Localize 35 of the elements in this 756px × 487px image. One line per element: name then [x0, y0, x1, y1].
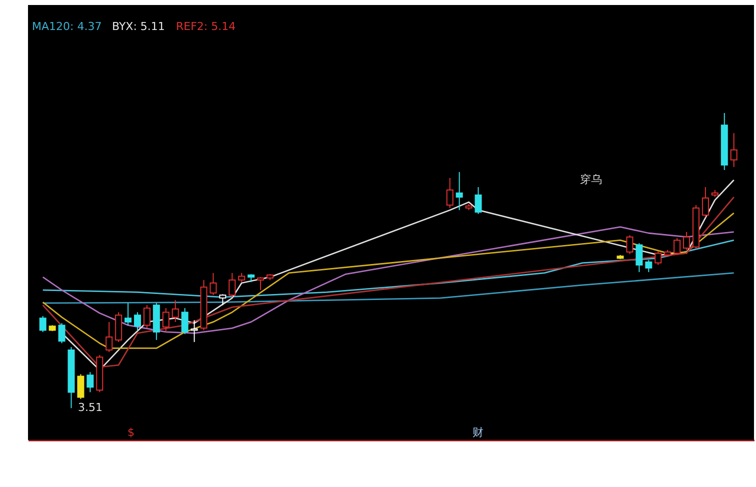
candlestick: [474, 186, 482, 214]
candlestick: [456, 172, 463, 211]
candlestick: [257, 276, 264, 291]
candlestick: [77, 374, 84, 400]
candlestick: [210, 272, 217, 296]
text: $: [128, 426, 134, 439]
candlestick: [654, 250, 662, 266]
candlestick: [181, 308, 188, 335]
candlestick: [674, 238, 681, 256]
annotation: 3.51: [78, 401, 102, 414]
candlestick: [162, 308, 170, 332]
candlestick: [172, 300, 179, 322]
candlestick: [228, 272, 236, 298]
candlestick: [219, 294, 226, 306]
candlestick: [124, 302, 132, 326]
text: 财: [472, 426, 484, 439]
candlestick: [446, 177, 454, 209]
candlestick: [626, 234, 634, 255]
candlestick: [645, 259, 652, 273]
candlestick: [58, 322, 66, 344]
text: BYX: 5.11: [112, 20, 165, 33]
candlestick: [636, 242, 643, 273]
candlestick: [190, 320, 198, 343]
annotation: 穿乌: [580, 173, 602, 186]
candlestick: [134, 312, 142, 331]
candlestick: [702, 186, 709, 218]
text: MA120: 4.37: [32, 20, 102, 33]
candlestick: [238, 272, 246, 283]
text: REF2: 5.14: [176, 20, 236, 33]
candlestick: [683, 231, 690, 250]
candlestick: [143, 304, 150, 329]
candlestick: [86, 372, 94, 393]
candlestick: [106, 321, 113, 353]
candlestick: [730, 132, 738, 168]
candlestick: [39, 316, 46, 332]
